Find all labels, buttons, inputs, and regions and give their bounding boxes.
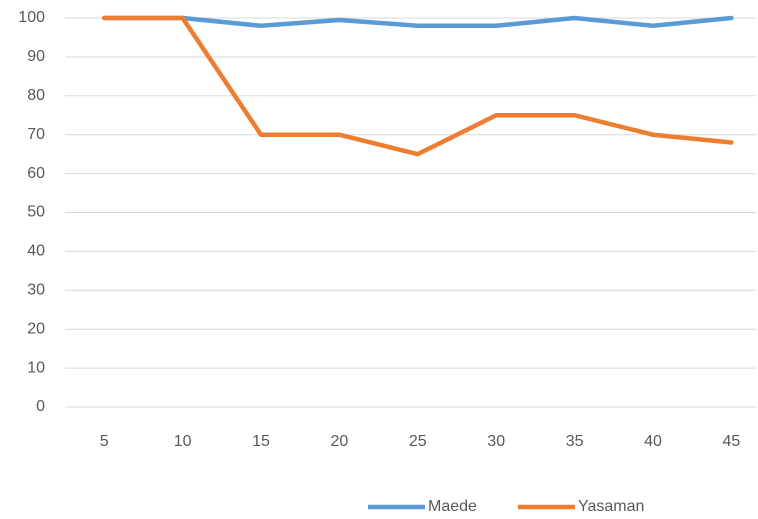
y-tick-label: 0 xyxy=(36,398,45,415)
x-tick-label: 10 xyxy=(174,433,192,450)
y-tick-label: 30 xyxy=(27,282,45,299)
legend-label: Yasaman xyxy=(578,498,644,515)
y-tick-label: 10 xyxy=(27,359,45,376)
y-tick-label: 90 xyxy=(27,48,45,65)
series-line xyxy=(101,15,734,157)
series-line xyxy=(101,15,734,29)
x-tick-label: 5 xyxy=(100,433,109,450)
x-tick-label: 35 xyxy=(566,433,584,450)
y-tick-label: 50 xyxy=(27,204,45,221)
legend-label: Maede xyxy=(428,498,477,515)
x-tick-label: 45 xyxy=(723,433,741,450)
x-tick-label: 20 xyxy=(331,433,349,450)
x-tick-label: 15 xyxy=(252,433,270,450)
y-tick-label: 40 xyxy=(27,243,45,260)
y-tick-label: 70 xyxy=(27,126,45,143)
x-tick-label: 40 xyxy=(644,433,662,450)
x-tick-label: 30 xyxy=(487,433,505,450)
x-tick-label: 25 xyxy=(409,433,427,450)
y-tick-label: 80 xyxy=(27,87,45,104)
y-tick-label: 60 xyxy=(27,165,45,182)
y-tick-label: 20 xyxy=(27,320,45,337)
y-tick-label: 100 xyxy=(18,9,45,26)
